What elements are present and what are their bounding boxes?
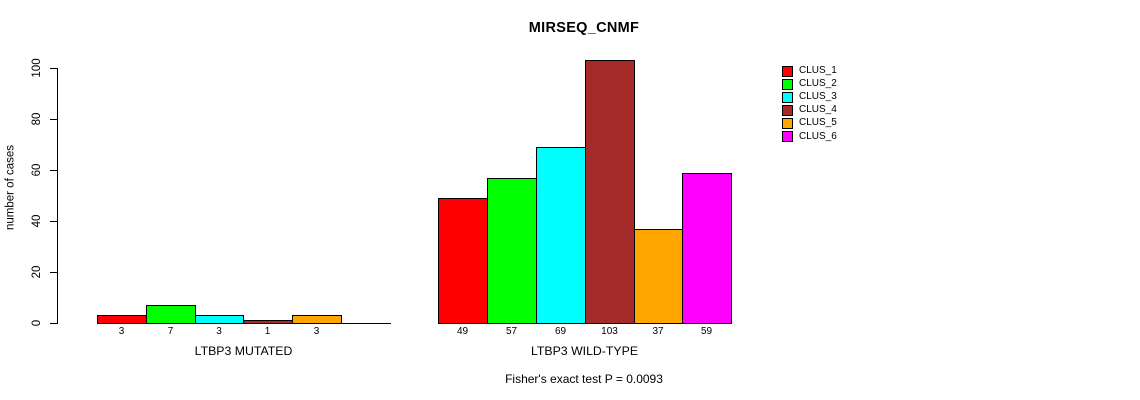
y-tick-label: 80 bbox=[30, 112, 43, 126]
bar-value-label: 59 bbox=[700, 326, 713, 337]
bar-value-label: 103 bbox=[601, 326, 618, 337]
bar-value-label: 3 bbox=[216, 326, 222, 337]
bar-value-label: 69 bbox=[554, 326, 567, 337]
bar-clus_4 bbox=[243, 320, 293, 324]
bar-value-label: 3 bbox=[313, 326, 320, 337]
bar-value-label: 1 bbox=[264, 326, 271, 337]
bar-clus_1 bbox=[97, 315, 147, 324]
group-label: LTBP3 WILD-TYPE bbox=[530, 344, 639, 358]
legend-row: CLUS_2 bbox=[782, 78, 912, 90]
y-tick-mark bbox=[50, 272, 57, 273]
bar-value-label: 3 bbox=[118, 326, 125, 337]
legend-row: CLUS_3 bbox=[782, 91, 912, 103]
clus_1-swatch bbox=[782, 65, 793, 77]
legend-label: CLUS_1 bbox=[799, 65, 837, 76]
clus_5-swatch bbox=[782, 117, 793, 129]
legend-row: CLUS_5 bbox=[782, 117, 912, 129]
y-axis-title: number of cases bbox=[4, 145, 17, 231]
footnote: Fisher's exact test P = 0.0093 bbox=[505, 372, 663, 386]
bar-clus_1 bbox=[438, 198, 488, 324]
bar-clus_5 bbox=[634, 229, 683, 324]
bar-value-label: 7 bbox=[167, 326, 174, 337]
bar-clus_3 bbox=[195, 315, 244, 324]
y-tick-mark bbox=[50, 323, 57, 324]
clus_2-swatch bbox=[782, 78, 793, 90]
clus_4-swatch bbox=[782, 104, 793, 116]
y-tick-label: 0 bbox=[30, 319, 43, 327]
legend-label: CLUS_5 bbox=[799, 117, 837, 129]
legend-row: CLUS_4 bbox=[782, 104, 912, 116]
y-tick-mark bbox=[50, 170, 57, 171]
chart-title: MIRSEQ_CNMF bbox=[528, 20, 640, 36]
y-tick-mark bbox=[50, 221, 57, 222]
legend-row: CLUS_6 bbox=[782, 131, 912, 143]
clus_6-swatch bbox=[782, 131, 793, 142]
legend-label: CLUS_2 bbox=[799, 78, 837, 90]
clus_3-swatch bbox=[782, 91, 793, 103]
bar-value-label: 49 bbox=[456, 326, 469, 337]
y-tick-label: 40 bbox=[30, 214, 43, 228]
group-label: LTBP3 MUTATED bbox=[194, 344, 293, 358]
y-axis-line bbox=[57, 68, 58, 324]
bar-clus_5 bbox=[292, 315, 342, 324]
legend-label: CLUS_3 bbox=[799, 91, 837, 103]
y-tick-label: 20 bbox=[30, 265, 43, 279]
legend: CLUS_1 CLUS_2 CLUS_3 CLUS_4 CLUS_5 CLUS_6 bbox=[782, 65, 912, 155]
bar-clus_6 bbox=[682, 173, 732, 324]
bar-clus_2 bbox=[146, 305, 196, 324]
y-tick-mark bbox=[50, 119, 57, 120]
y-tick-label: 100 bbox=[30, 58, 43, 78]
y-tick-label: 60 bbox=[30, 163, 43, 177]
bar-value-label: 37 bbox=[652, 326, 664, 337]
bar-clus_3 bbox=[536, 147, 586, 324]
legend-label: CLUS_6 bbox=[799, 130, 837, 142]
bar-clus_4 bbox=[585, 60, 635, 324]
legend-row: CLUS_1 bbox=[782, 65, 912, 77]
bar-clus_2 bbox=[487, 178, 537, 324]
legend-label: CLUS_4 bbox=[799, 104, 837, 116]
bar-value-label: 57 bbox=[505, 326, 518, 337]
y-tick-mark bbox=[50, 68, 57, 69]
